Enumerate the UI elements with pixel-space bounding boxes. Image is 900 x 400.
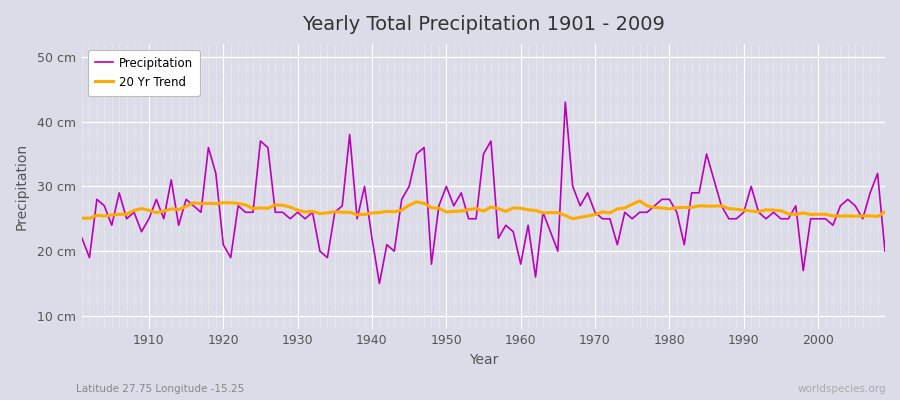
Text: Latitude 27.75 Longitude -15.25: Latitude 27.75 Longitude -15.25 — [76, 384, 245, 394]
Text: worldspecies.org: worldspecies.org — [798, 384, 886, 394]
Line: Precipitation: Precipitation — [82, 102, 885, 284]
X-axis label: Year: Year — [469, 353, 499, 367]
20 Yr Trend — [136, 206, 147, 211]
20 Yr Trend — [516, 206, 526, 211]
Title: Yearly Total Precipitation 1901 - 2009: Yearly Total Precipitation 1901 - 2009 — [302, 15, 665, 34]
Precipitation — [300, 216, 310, 221]
20 Yr Trend — [612, 206, 623, 211]
Precipitation — [374, 281, 385, 286]
20 Yr Trend — [300, 210, 310, 214]
20 Yr Trend — [634, 198, 645, 203]
Precipitation — [619, 210, 630, 215]
Precipitation — [879, 249, 890, 254]
20 Yr Trend — [879, 209, 890, 214]
20 Yr Trend — [508, 206, 518, 210]
Precipitation — [136, 229, 147, 234]
Legend: Precipitation, 20 Yr Trend: Precipitation, 20 Yr Trend — [88, 50, 200, 96]
20 Yr Trend — [567, 216, 578, 221]
Precipitation — [523, 223, 534, 228]
20 Yr Trend — [76, 216, 87, 220]
Precipitation — [345, 132, 356, 137]
Precipitation — [560, 100, 571, 104]
Line: 20 Yr Trend: 20 Yr Trend — [82, 201, 885, 219]
Precipitation — [76, 236, 87, 241]
Precipitation — [516, 262, 526, 266]
Y-axis label: Precipitation: Precipitation — [15, 143, 29, 230]
20 Yr Trend — [345, 210, 356, 215]
